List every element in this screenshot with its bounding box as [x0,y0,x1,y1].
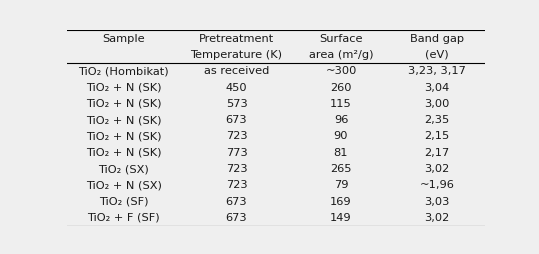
Text: TiO₂ (SF): TiO₂ (SF) [99,197,149,207]
Text: 90: 90 [334,131,348,141]
Text: TiO₂ (Hombikat): TiO₂ (Hombikat) [79,66,169,76]
Text: TiO₂ + N (SK): TiO₂ + N (SK) [86,131,162,141]
Text: TiO₂ + N (SX): TiO₂ + N (SX) [86,180,162,190]
Text: 450: 450 [226,83,247,92]
Text: TiO₂ + N (SK): TiO₂ + N (SK) [86,99,162,109]
Text: 260: 260 [330,83,352,92]
Text: 81: 81 [334,148,348,158]
Text: ~1,96: ~1,96 [420,180,454,190]
Text: as received: as received [204,66,270,76]
Text: 673: 673 [226,213,247,223]
Text: 2,15: 2,15 [424,131,450,141]
Text: 96: 96 [334,115,348,125]
Text: 3,02: 3,02 [424,164,450,174]
Text: (eV): (eV) [425,50,449,60]
Text: TiO₂ + N (SK): TiO₂ + N (SK) [86,83,162,92]
Text: Surface: Surface [319,34,363,44]
Text: 3,23, 3,17: 3,23, 3,17 [408,66,466,76]
Text: 3,02: 3,02 [424,213,450,223]
Text: area (m²/g): area (m²/g) [309,50,373,60]
Text: 79: 79 [334,180,348,190]
Text: 673: 673 [226,197,247,207]
Text: Pretreatment: Pretreatment [199,34,274,44]
Text: 115: 115 [330,99,352,109]
Text: 265: 265 [330,164,352,174]
Text: TiO₂ + N (SK): TiO₂ + N (SK) [86,115,162,125]
Text: 573: 573 [226,99,247,109]
Text: Temperature (K): Temperature (K) [191,50,282,60]
Text: 673: 673 [226,115,247,125]
Text: Band gap: Band gap [410,34,464,44]
Text: TiO₂ + F (SF): TiO₂ + F (SF) [87,213,160,223]
Text: TiO₂ + N (SK): TiO₂ + N (SK) [86,148,162,158]
Text: 773: 773 [226,148,247,158]
Text: ~300: ~300 [326,66,357,76]
Text: 723: 723 [226,180,247,190]
Text: 3,04: 3,04 [424,83,450,92]
Text: 2,17: 2,17 [424,148,450,158]
Text: 3,00: 3,00 [424,99,450,109]
Text: 149: 149 [330,213,352,223]
Text: 2,35: 2,35 [424,115,450,125]
Text: 169: 169 [330,197,352,207]
Text: 3,03: 3,03 [424,197,450,207]
Text: 723: 723 [226,131,247,141]
Text: Sample: Sample [102,34,145,44]
Text: 723: 723 [226,164,247,174]
Text: TiO₂ (SX): TiO₂ (SX) [99,164,149,174]
